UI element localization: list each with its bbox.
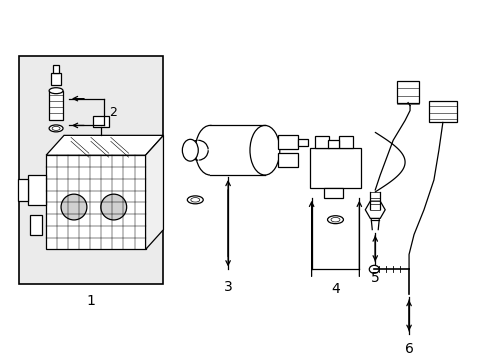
Bar [309, 148, 361, 188]
Bar [339, 136, 353, 148]
Circle shape [61, 194, 87, 220]
Ellipse shape [330, 217, 339, 222]
Ellipse shape [49, 125, 63, 132]
Bar [314, 136, 328, 148]
Bar [93, 116, 108, 127]
Ellipse shape [182, 139, 198, 161]
Ellipse shape [205, 128, 274, 172]
Bar [30, 215, 42, 235]
Text: 2: 2 [108, 106, 117, 119]
Ellipse shape [205, 128, 274, 172]
Text: 3: 3 [224, 280, 232, 294]
Bar [277, 153, 297, 167]
Polygon shape [46, 135, 163, 155]
Ellipse shape [190, 198, 199, 202]
Bar [19, 56, 163, 284]
Bar [53, 65, 59, 73]
Ellipse shape [327, 216, 343, 224]
Ellipse shape [187, 196, 203, 204]
Text: 1: 1 [86, 294, 95, 308]
Ellipse shape [195, 125, 224, 175]
Text: 4: 4 [330, 282, 339, 296]
Bar [327, 140, 339, 148]
Circle shape [101, 194, 126, 220]
Bar [277, 135, 297, 149]
Bar [28, 175, 46, 205]
Bar [49, 91, 63, 121]
Text: 5: 5 [370, 271, 379, 285]
Ellipse shape [52, 126, 60, 130]
Bar [297, 139, 307, 146]
Bar [51, 73, 61, 85]
Bar [428, 100, 456, 122]
Bar [46, 155, 145, 249]
Bar [18, 179, 28, 201]
Polygon shape [145, 135, 163, 249]
Text: 6: 6 [404, 342, 413, 356]
Bar [396, 81, 418, 103]
Ellipse shape [49, 88, 63, 94]
Bar [210, 125, 264, 175]
Ellipse shape [249, 125, 279, 175]
Ellipse shape [368, 265, 379, 273]
Bar [323, 188, 343, 198]
